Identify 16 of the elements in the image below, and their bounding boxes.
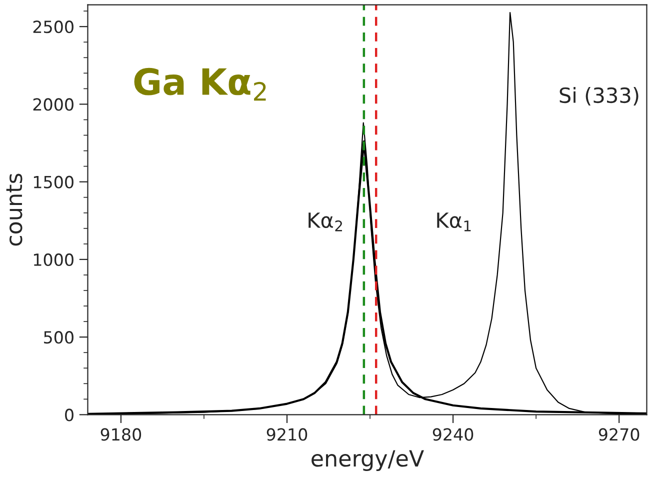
text: Ga Kα$_{2}$ <box>134 68 266 101</box>
x-tick-label: 9240 <box>432 428 474 441</box>
x-axis-title: energy/eV <box>312 450 424 472</box>
annotation: Si (333) <box>560 86 638 106</box>
y-tick-label: 1000 <box>34 253 74 266</box>
y-tick-label: 0 <box>65 408 74 422</box>
annotation: Kα$_{2}$ <box>308 212 342 232</box>
y-tick-label: 2500 <box>33 20 74 34</box>
y-tick-label: 2000 <box>33 98 74 111</box>
y-axis-title: counts <box>6 174 22 246</box>
x-tick-label: 9210 <box>266 428 308 441</box>
annotation: Kα$_{1}$ <box>437 212 471 232</box>
y-tick-label: 500 <box>44 331 74 344</box>
y-tick-label: 1500 <box>34 176 74 188</box>
x-tick-label: 9270 <box>598 428 640 441</box>
x-tick-label: 9180 <box>100 428 142 441</box>
